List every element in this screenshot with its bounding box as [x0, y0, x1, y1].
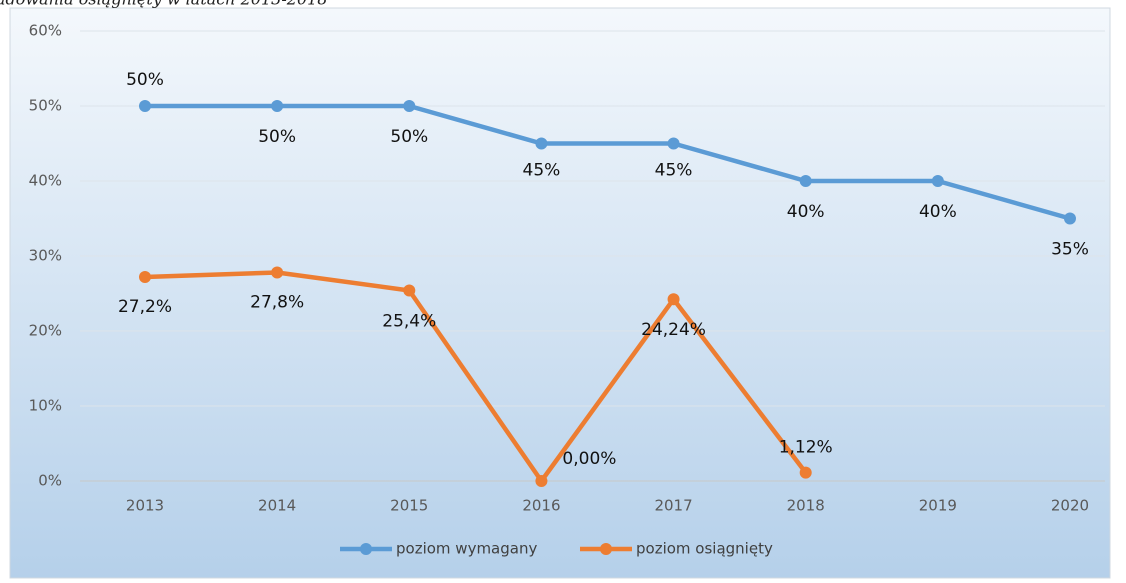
data-label: 40%: [787, 202, 825, 222]
data-label: 0,00%: [562, 449, 616, 469]
line: [144, 270, 808, 484]
marker: [667, 137, 680, 150]
x-tick-label: 2016: [522, 497, 560, 515]
marker: [799, 466, 812, 479]
line: [145, 103, 1071, 221]
x-tick-label: 2020: [1051, 497, 1089, 515]
marker: [535, 475, 548, 487]
marker: [271, 266, 284, 279]
data-label: 45%: [523, 161, 561, 181]
legend-marker: [600, 543, 612, 555]
x-tick-label: 2019: [919, 497, 957, 515]
y-tick-label: 30%: [29, 247, 62, 265]
x-tick-label: 2013: [126, 497, 164, 515]
data-label: 27,2%: [118, 297, 172, 317]
legend-marker: [360, 543, 372, 555]
x-tick-label: 2014: [258, 497, 296, 515]
data-label: 50%: [126, 70, 164, 90]
y-tick-label: 10%: [29, 397, 62, 415]
legend-label: poziom wymagany: [396, 540, 537, 558]
marker: [667, 293, 680, 306]
chart-title: adowania osiągnięty w latach 2013-2018: [0, 0, 327, 9]
marker: [1063, 212, 1076, 225]
marker: [535, 137, 548, 150]
legend-label: poziom osiągnięty: [636, 540, 773, 558]
data-label: 25,4%: [382, 312, 436, 332]
data-label: 40%: [919, 202, 957, 222]
marker: [403, 284, 416, 297]
marker: [931, 175, 944, 187]
data-label: 1,12%: [779, 438, 833, 458]
y-tick-label: 0%: [38, 472, 62, 490]
y-tick-label: 60%: [29, 22, 62, 40]
y-tick-label: 50%: [29, 97, 62, 115]
marker: [271, 100, 284, 112]
marker: [139, 271, 151, 283]
data-label: 24,24%: [641, 320, 706, 340]
marker: [403, 100, 416, 112]
marker: [139, 100, 151, 112]
data-label: 50%: [258, 127, 296, 147]
data-label: 50%: [390, 127, 428, 147]
x-tick-label: 2018: [787, 497, 825, 515]
data-label: 45%: [655, 161, 693, 181]
marker: [799, 175, 812, 187]
y-tick-label: 40%: [29, 172, 62, 190]
x-tick-label: 2015: [390, 497, 428, 515]
chart-background: [9, 7, 1111, 579]
data-label: 27,8%: [250, 293, 304, 313]
data-label: 35%: [1051, 240, 1089, 260]
x-tick-label: 2017: [654, 497, 692, 515]
y-tick-label: 20%: [29, 322, 62, 340]
